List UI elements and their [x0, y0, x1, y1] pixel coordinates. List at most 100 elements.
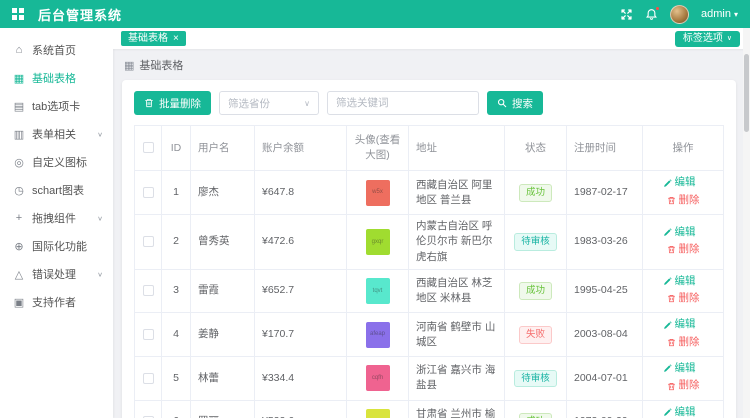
sidebar-nav: ⌂ 系统首页 ▦ 基础表格 ▤ tab选项卡 ▥ 表单相关 ∨ ◎ 自定义图标 ◷ schart图表 + 拖…: [0, 28, 113, 418]
search-button[interactable]: 搜索: [487, 91, 543, 115]
select-all-checkbox[interactable]: [142, 142, 154, 154]
cell-address: 甘肃省 兰州市 榆中县: [408, 399, 505, 418]
row-checkbox[interactable]: [142, 372, 154, 384]
home-icon: ⌂: [15, 44, 23, 56]
error-icon: △: [14, 268, 24, 281]
row-checkbox[interactable]: [142, 285, 154, 297]
search-label: 搜索: [512, 97, 533, 110]
sidebar-item-label: 错误处理: [32, 269, 76, 281]
sidebar-item-drag[interactable]: + 拖拽组件 ∨: [0, 204, 113, 232]
sidebar-item-tabs[interactable]: ▤ tab选项卡: [0, 92, 113, 120]
edit-pencil-icon: [663, 320, 672, 329]
table-row: 2 曾秀英 ¥472.6 gxqr 内蒙古自治区 呼伦贝尔市 新巴尔虎右旗 待审核 1983…: [134, 214, 724, 270]
cell-address: 西藏自治区 林芝地区 米林县: [408, 268, 505, 314]
header-checkbox-cell: [134, 124, 162, 172]
sidebar-item-table[interactable]: ▦ 基础表格: [0, 64, 113, 92]
user-avatar-image[interactable]: gxqr: [365, 228, 390, 255]
sidebar-item-error[interactable]: △ 错误处理 ∨: [0, 260, 113, 288]
tab-options-button[interactable]: 标签选项 ∨: [674, 30, 740, 47]
cell-status: 成功: [504, 170, 567, 216]
tab-basic-table[interactable]: 基础表格 ×: [121, 31, 186, 46]
cell-avatar: cqfh: [346, 356, 409, 401]
cell-status: 待审核: [504, 214, 567, 270]
user-avatar-image[interactable]: tqvt: [365, 278, 390, 305]
cell-balance: ¥652.7: [254, 268, 347, 314]
cell-balance: ¥334.4: [254, 356, 347, 401]
edit-pencil-icon: [663, 277, 672, 285]
fullscreen-icon[interactable]: [620, 8, 633, 21]
sidebar-item-chart[interactable]: ◷ schart图表: [0, 176, 113, 204]
header-status: 状态: [504, 124, 567, 172]
close-icon[interactable]: ×: [173, 32, 179, 44]
cell-id: 4: [161, 312, 191, 358]
keyword-filter-input[interactable]: [327, 91, 479, 115]
edit-pencil-icon: [663, 228, 672, 236]
sidebar-item-home[interactable]: ⌂ 系统首页: [0, 36, 113, 64]
user-avatar[interactable]: [670, 4, 690, 24]
delete-button[interactable]: 删除: [667, 291, 700, 306]
form-icon: ▥: [13, 128, 25, 141]
cell-register-date: 1983-03-26: [566, 214, 643, 270]
sidebar-item-form[interactable]: ▥ 表单相关 ∨: [0, 120, 113, 148]
sidebar-item-donate[interactable]: ▣ 支持作者: [0, 288, 113, 316]
delete-button[interactable]: 删除: [667, 242, 700, 257]
donate-icon: ▣: [13, 296, 25, 309]
edit-button[interactable]: 编辑: [663, 175, 696, 190]
header-id: ID: [161, 124, 191, 172]
sidebar-item-label: tab选项卡: [32, 101, 81, 113]
row-checkbox[interactable]: [142, 328, 154, 340]
cell-checkbox: [134, 170, 162, 216]
cell-id: 2: [161, 214, 191, 270]
status-badge: 待审核: [514, 369, 557, 388]
delete-button[interactable]: 删除: [667, 193, 700, 208]
cell-address: 浙江省 嘉兴市 海盐县: [408, 356, 505, 401]
table-toolbar: 批量删除 筛选省份 ∨ 搜索: [134, 91, 724, 115]
edit-button[interactable]: 编辑: [663, 405, 696, 418]
cell-balance: ¥647.8: [254, 170, 347, 216]
cell-avatar: w5x: [346, 170, 409, 216]
tab-bar: 基础表格 × 标签选项 ∨: [113, 28, 750, 49]
delete-button[interactable]: 删除: [667, 335, 700, 350]
breadcrumb-label: 基础表格: [139, 60, 184, 72]
chevron-down-icon: ∨: [97, 270, 103, 278]
sidebar-item-label: 支持作者: [32, 297, 76, 309]
sidebar-item-icon[interactable]: ◎ 自定义图标: [0, 148, 113, 176]
user-avatar-image[interactable]: xmjdm: [365, 409, 390, 418]
edit-button[interactable]: 编辑: [663, 317, 696, 332]
user-avatar-image[interactable]: w5x: [365, 179, 390, 206]
cell-operations: 编辑删除: [642, 356, 724, 401]
row-checkbox[interactable]: [142, 416, 154, 418]
table-header-row: ID 用户名 账户余额 头像(查看大图) 地址 状态 注册时间 操作: [134, 124, 724, 172]
row-checkbox[interactable]: [142, 236, 154, 248]
cell-address: 河南省 鹤壁市 山城区: [408, 312, 505, 358]
cell-register-date: 2003-08-04: [566, 312, 643, 358]
table-body: 1 廖杰 ¥647.8 w5x 西藏自治区 阿里地区 普兰县 成功 1987-02-17 编辑…: [134, 170, 724, 418]
tabs-icon: ▤: [13, 100, 25, 113]
edit-button[interactable]: 编辑: [663, 274, 696, 289]
header-address: 地址: [408, 124, 505, 172]
user-menu[interactable]: admin ▾: [701, 8, 738, 20]
user-avatar-image[interactable]: afeap: [365, 321, 390, 348]
vertical-scrollbar[interactable]: [743, 28, 750, 418]
cell-username: 罗丽: [190, 399, 255, 418]
delete-button[interactable]: 删除: [667, 378, 700, 393]
delete-trash-icon: [667, 196, 675, 205]
cell-operations: 编辑删除: [642, 170, 724, 216]
sidebar-item-label: 表单相关: [32, 129, 76, 141]
edit-pencil-icon: [663, 178, 672, 187]
row-checkbox[interactable]: [142, 186, 154, 198]
user-avatar-image[interactable]: cqfh: [365, 365, 390, 392]
province-filter-select[interactable]: 筛选省份 ∨: [219, 91, 319, 115]
sidebar-item-label: 国际化功能: [32, 241, 87, 253]
batch-delete-button[interactable]: 批量删除: [134, 91, 211, 115]
table-card: 批量删除 筛选省份 ∨ 搜索: [122, 80, 736, 418]
tab-options-label: 标签选项: [682, 32, 723, 44]
sidebar-item-i18n[interactable]: ⊕ 国际化功能: [0, 232, 113, 260]
chart-icon: ◷: [14, 184, 24, 197]
edit-pencil-icon: [663, 408, 672, 416]
scrollbar-thumb[interactable]: [744, 54, 749, 132]
notification-bell-icon[interactable]: [645, 5, 661, 21]
sidebar-item-label: 自定义图标: [32, 157, 87, 169]
edit-button[interactable]: 编辑: [663, 361, 696, 376]
edit-button[interactable]: 编辑: [663, 225, 696, 240]
